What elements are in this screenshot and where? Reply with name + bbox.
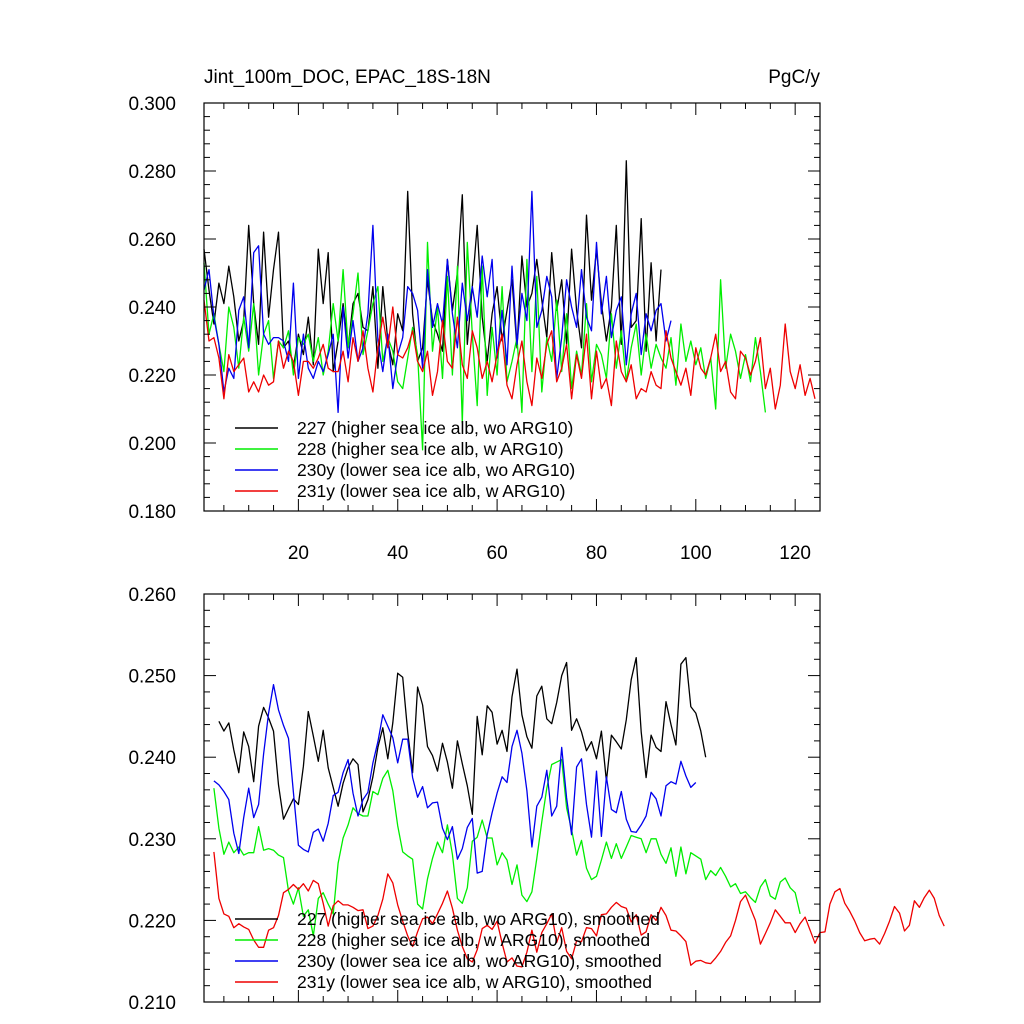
y-tick-label: 0.300 — [128, 94, 176, 115]
y-tick-label: 0.230 — [128, 830, 176, 851]
legend-label-1-1: 228 (higher sea ice alb, w ARG10), smoot… — [297, 930, 650, 950]
legend-label-1-3: 231y (lower sea ice alb, w ARG10), smoot… — [297, 972, 652, 992]
legend-label-1-2: 230y (lower sea ice alb, wo ARG10), smoo… — [297, 951, 662, 971]
x-tick-label: 80 — [586, 543, 607, 564]
top-panel: 0.180 0.200 0.220 0.240 0.260 0.280 0.300 20 40 6… — [128, 94, 821, 564]
legend-label-0-3: 231y (lower sea ice alb, w ARG10) — [297, 481, 565, 501]
y-tick-label: 0.280 — [128, 162, 176, 183]
x-tick-label: 20 — [288, 543, 309, 564]
series-line-1-2 — [213, 683, 697, 874]
series-line-0-3 — [203, 300, 816, 410]
x-tick-label: 60 — [487, 543, 508, 564]
x-tick-label: 120 — [779, 543, 811, 564]
bottom-panel: 0.210 0.220 0.230 0.240 0.250 0.260 227 (highe… — [128, 585, 945, 1014]
y-tick-label: 0.250 — [128, 667, 176, 688]
y-tick-label: 0.180 — [128, 502, 176, 523]
series-line-0-1 — [203, 241, 767, 451]
y-tick-label: 0.220 — [128, 366, 176, 387]
legend-label-0-1: 228 (higher sea ice alb, w ARG10) — [297, 439, 564, 459]
legend-label-1-0: 227 (higher sea ice alb, wo ARG10), smoo… — [297, 909, 660, 929]
legend-label-0-2: 230y (lower sea ice alb, wo ARG10) — [297, 460, 575, 480]
y-tick-label: 0.200 — [128, 434, 176, 455]
series-line-1-1 — [213, 758, 801, 937]
series-line-0-2 — [203, 190, 672, 414]
series-line-1-0 — [218, 656, 707, 820]
legend-label-0-0: 227 (higher sea ice alb, wo ARG10) — [297, 418, 573, 438]
y-tick-label: 0.240 — [128, 298, 176, 319]
x-tick-label: 40 — [387, 543, 408, 564]
y-tick-label: 0.210 — [128, 993, 176, 1014]
plot-frame-1 — [203, 593, 821, 1003]
series-line-1-3 — [213, 851, 945, 968]
chart-units: PgC/y — [768, 67, 820, 88]
y-tick-label: 0.260 — [128, 585, 176, 606]
x-tick-label: 100 — [680, 543, 712, 564]
y-tick-label: 0.240 — [128, 748, 176, 769]
y-tick-label: 0.220 — [128, 911, 176, 932]
y-tick-label: 0.260 — [128, 230, 176, 251]
chart-title: Jint_100m_DOC, EPAC_18S-18N — [204, 67, 491, 88]
